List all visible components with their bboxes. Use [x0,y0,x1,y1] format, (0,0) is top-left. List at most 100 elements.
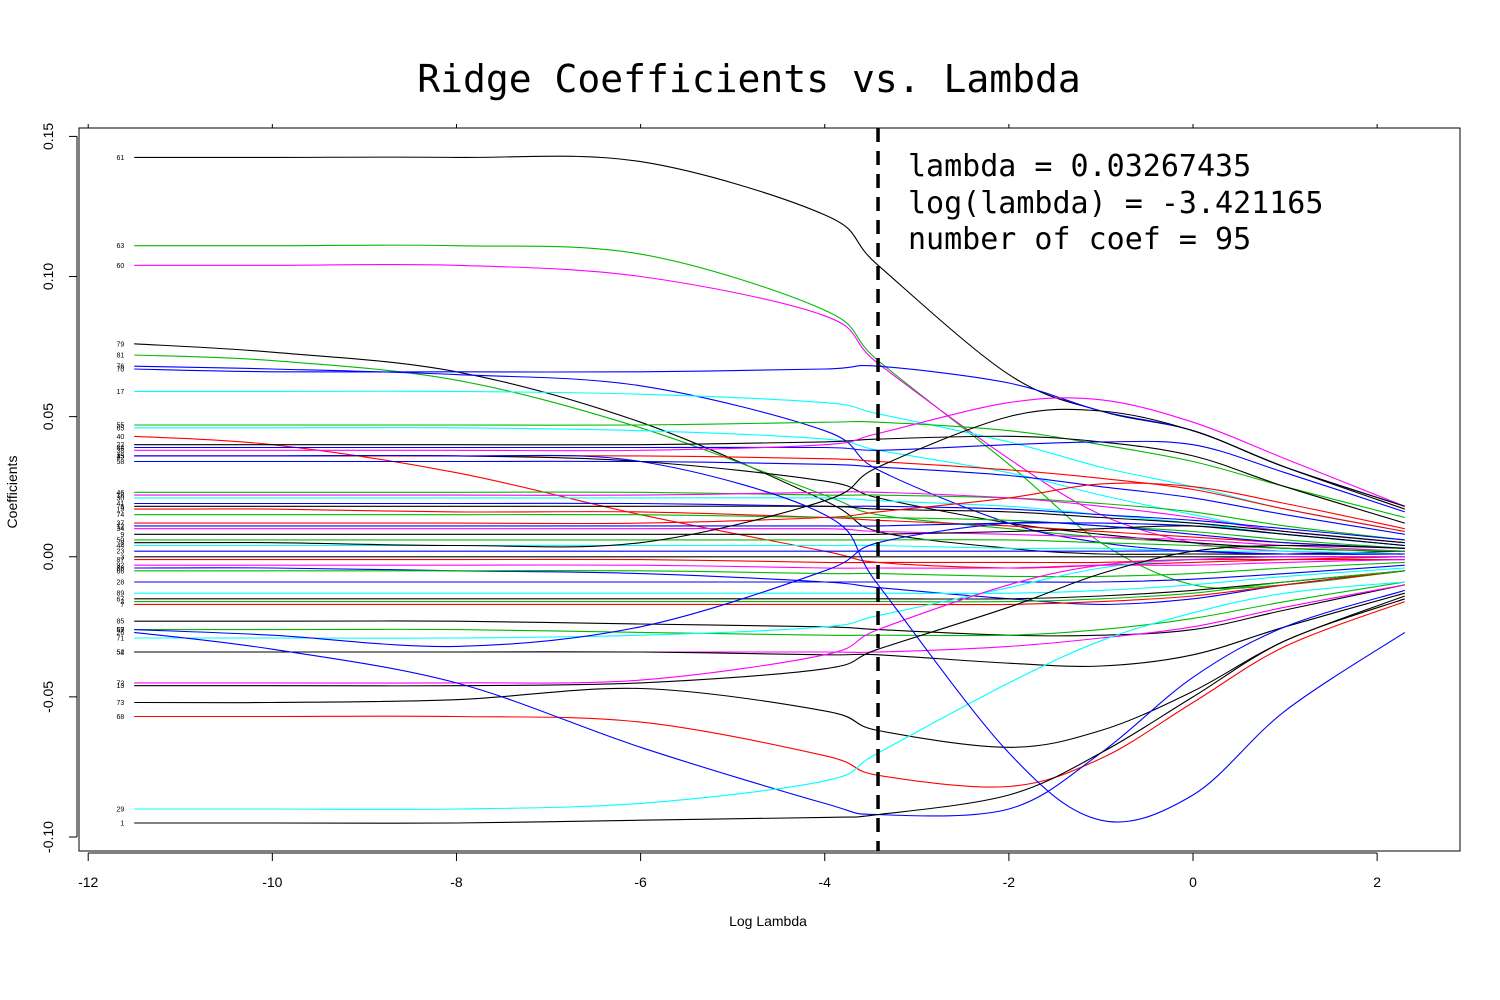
series-label: 26 [116,630,124,637]
series-label: 72 [116,680,124,687]
series-line-85 [134,584,1405,637]
series-label: 70 [116,367,124,374]
line-label-layer: 6163607981707617556540228438355815461830… [116,155,124,828]
series-label: 76 [116,364,124,371]
series-line-74 [134,513,1405,549]
series-label: 2 [120,599,124,606]
series-label: 52 [116,650,124,657]
series-line-17 [134,390,1405,533]
series-line-34 [134,527,1405,552]
series-line-1 [134,598,1405,824]
series-line-40 [134,435,1405,569]
series-label: 19 [116,507,124,514]
annotation-log-lambda: log(lambda) = -3.421165 [908,186,1323,221]
series-label: 55 [116,423,124,430]
series-label: 8 [120,540,124,547]
series-line-18 [134,491,1405,544]
series-label: 63 [116,243,124,250]
series-label: 57 [116,627,124,634]
y-tick-label: 0.05 [40,403,56,430]
series-line-41 [134,502,1405,541]
series-line-46 [134,491,1405,541]
series-label: 89 [116,591,124,598]
series-line-2 [134,570,1405,603]
series-label: 23 [116,549,124,556]
series-line-60 [134,263,1405,555]
series-line-19 [134,508,1405,549]
x-tick-label: -6 [634,874,647,890]
annotation-coef-count: number of coef = 95 [908,222,1251,257]
y-tick-label: -0.10 [40,821,56,853]
series-label: 67 [116,596,124,603]
series-label: 68 [116,714,124,721]
series-label: 13 [116,683,124,690]
series-line-69 [134,581,1405,637]
series-line-88 [134,567,1405,605]
series-line-7 [134,570,1405,606]
annotation-lambda: lambda = 0.03267435 [908,149,1251,184]
series-label: 54 [116,650,124,657]
series-label: 9 [120,532,124,539]
series-label: 12 [116,523,124,530]
series-line-66 [134,561,1405,578]
series-line-57 [134,521,1405,648]
series-label: 61 [116,155,124,162]
series-label: 84 [116,445,124,452]
series-label: 1 [120,820,124,827]
series-line-79 [134,343,1405,555]
series-label: 79 [116,341,124,348]
series-label: 71 [116,636,124,643]
series-label: 88 [116,565,124,572]
series-line-92 [134,559,1405,569]
series-label: 60 [116,263,124,270]
series-label: 22 [116,442,124,449]
y-tick-label: 0.10 [40,263,56,290]
x-tick-label: 0 [1189,874,1197,890]
x-tick-label: -2 [1003,874,1016,890]
series-label: 17 [116,389,124,396]
series-label: 44 [116,543,124,550]
series-label: 7 [120,602,124,609]
series-line-37 [134,482,1405,530]
series-label: 69 [116,627,124,634]
series-line-5 [134,505,1405,544]
x-tick-label: -12 [78,874,98,890]
series-label: 15 [116,453,124,460]
series-label: 30 [116,495,124,502]
series-label: 85 [116,619,124,626]
series-label: 65 [116,425,124,432]
series-line-9 [134,525,1405,547]
series-line-72 [134,556,1405,684]
series-label: 29 [116,806,124,813]
y-tick-label: 0.00 [40,543,56,570]
series-line-68 [134,601,1405,788]
series-line-26 [134,589,1405,817]
series-line-54 [134,592,1405,667]
series-label: 81 [116,352,124,359]
series-line-8 [134,408,1405,548]
series-label: 41 [116,501,124,508]
series-label: 34 [116,526,124,533]
axes-layer: -12 -10 -8 -6 -4 -2 0 2 -0.10 -0.05 0.00 0.05 0.10 0.… [40,123,1381,890]
series-line-65 [134,427,1405,544]
series-label: 66 [116,568,124,575]
series-line-58 [134,460,1405,535]
series-line-55 [134,420,1405,519]
chart-title: Ridge Coefficients vs. Lambda [417,57,1080,101]
x-tick-label: 2 [1373,874,1381,890]
series-line-43 [134,454,1406,823]
series-line-23 [134,550,1405,555]
series-line-52 [134,584,1405,653]
series-line-38 [134,397,1406,507]
series-label: 38 [116,448,124,455]
series-label: 74 [116,512,124,519]
series-label: 35 [116,453,124,460]
series-line-28 [134,564,1405,583]
series-label: 37 [116,521,124,528]
plot-frame [78,127,1461,852]
series-line-63 [134,244,1405,590]
x-tick-label: -4 [819,874,832,890]
series-label: 3 [120,554,124,561]
series-label: 40 [116,434,124,441]
